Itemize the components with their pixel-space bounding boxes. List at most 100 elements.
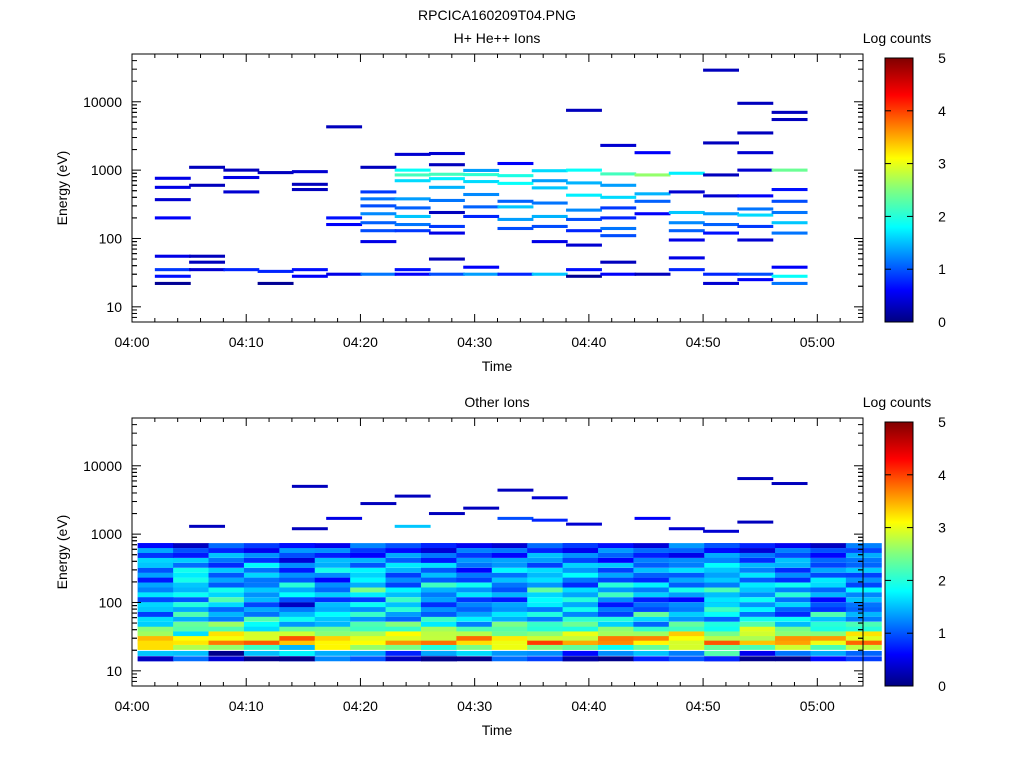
heatmap-cell <box>598 644 634 650</box>
heatmap-cell <box>562 572 599 578</box>
heatmap-cell <box>598 602 634 608</box>
heatmap-cell <box>491 567 528 573</box>
heatmap-cell <box>137 552 174 558</box>
heatmap-cell <box>491 640 528 645</box>
heatmap-cell <box>491 582 528 588</box>
heatmap-cell <box>527 644 564 650</box>
heatmap-cell <box>243 582 280 588</box>
heatmap-cell <box>173 577 210 583</box>
heatmap-cell <box>456 611 493 617</box>
heatmap-cell <box>737 101 774 105</box>
x-tick-label: 04:30 <box>457 698 492 714</box>
heatmap-cell <box>491 631 528 637</box>
heatmap-cell <box>173 552 210 558</box>
heatmap-cell <box>385 640 422 645</box>
heatmap-cell <box>326 125 363 129</box>
heatmap-cell <box>208 577 245 583</box>
heatmap-cell <box>598 626 634 632</box>
heatmap-cell <box>562 631 599 637</box>
heatmap-cell <box>173 640 210 645</box>
heatmap-cell <box>527 650 564 656</box>
heatmap-cell <box>173 597 210 603</box>
heatmap-cell <box>634 272 671 276</box>
heatmap-cell <box>739 607 776 612</box>
heatmap-cell <box>739 562 776 568</box>
heatmap-cell <box>562 577 599 583</box>
heatmap-cell <box>456 567 493 573</box>
heatmap-cell <box>456 543 493 549</box>
heatmap-cell <box>739 577 776 583</box>
heatmap-cell <box>775 616 811 622</box>
heatmap-cell <box>394 197 431 201</box>
heatmap-cell <box>350 656 387 662</box>
heatmap-cell <box>704 626 741 632</box>
heatmap-cell <box>385 587 422 593</box>
heatmap-cell <box>497 272 534 276</box>
heatmap-cell <box>810 543 847 549</box>
heatmap-cell <box>668 621 705 627</box>
heatmap-cell <box>279 587 316 593</box>
panel-2-colorbar-ticks: 0 1 2 3 4 5 <box>885 414 946 694</box>
heatmap-cell <box>456 631 493 637</box>
heatmap-cell <box>173 656 210 662</box>
heatmap-cell <box>257 281 294 285</box>
y-tick-label: 10000 <box>83 458 122 474</box>
heatmap-cell <box>491 552 528 558</box>
heatmap-cell <box>703 68 740 72</box>
heatmap-cell <box>527 552 564 558</box>
heatmap-cell <box>394 222 431 227</box>
heatmap-cell <box>154 281 191 285</box>
heatmap-cell <box>845 548 882 553</box>
heatmap-cell <box>668 221 705 225</box>
heatmap-cell <box>703 212 740 216</box>
heatmap-cell <box>314 626 351 632</box>
heatmap-cell <box>775 597 811 603</box>
heatmap-cell <box>350 587 387 593</box>
heatmap-cell <box>456 552 493 558</box>
heatmap-cell <box>668 567 705 573</box>
heatmap-cell <box>810 650 847 656</box>
heatmap-cell <box>531 496 568 500</box>
heatmap-cell <box>420 602 457 608</box>
x-tick-label: 04:20 <box>343 334 378 350</box>
heatmap-cell <box>527 626 564 632</box>
heatmap-cell <box>598 552 634 558</box>
panel-2-colorbar <box>884 421 914 687</box>
heatmap-cell <box>385 582 422 588</box>
heatmap-cell <box>314 607 351 612</box>
heatmap-cell <box>566 274 602 278</box>
heatmap-cell <box>491 548 528 553</box>
heatmap-cell <box>314 592 351 598</box>
heatmap-cell <box>739 616 776 622</box>
heatmap-cell <box>737 151 774 155</box>
heatmap-cell <box>385 631 422 637</box>
heatmap-cell <box>208 567 245 573</box>
heatmap-cell <box>668 229 705 233</box>
colorbar-tick-label: 3 <box>938 156 946 172</box>
heatmap-cell <box>598 577 634 583</box>
heatmap-cell <box>279 592 316 598</box>
heatmap-cell <box>739 557 776 563</box>
heatmap-cell <box>243 650 280 656</box>
heatmap-cell <box>173 567 210 573</box>
heatmap-cell <box>491 572 528 578</box>
heatmap-cell <box>350 543 387 549</box>
heatmap-cell <box>598 543 634 549</box>
heatmap-cell <box>314 582 351 588</box>
heatmap-cell <box>633 597 670 603</box>
heatmap-cell <box>420 611 457 617</box>
heatmap-cell <box>420 567 457 573</box>
heatmap-cell <box>456 656 493 662</box>
heatmap-cell <box>243 577 280 583</box>
heatmap-cell <box>223 175 260 180</box>
heatmap-cell <box>463 272 500 276</box>
heatmap-cell <box>845 557 882 563</box>
heatmap-cell <box>350 602 387 608</box>
heatmap-cell <box>279 621 316 627</box>
x-tick-label: 04:50 <box>686 698 721 714</box>
heatmap-cell <box>314 552 351 558</box>
heatmap-cell <box>600 172 637 176</box>
heatmap-cell <box>385 562 422 568</box>
heatmap-cell <box>562 557 599 563</box>
heatmap-cell <box>223 190 260 194</box>
